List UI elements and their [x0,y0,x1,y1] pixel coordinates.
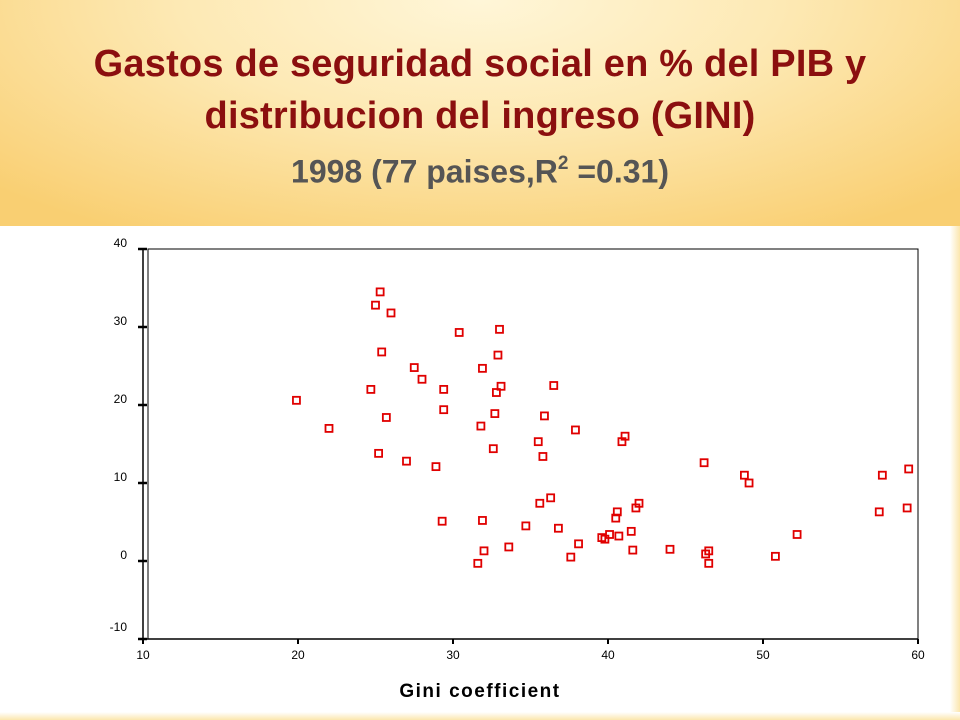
data-point [874,507,884,517]
data-point [381,413,391,422]
data-point [792,530,802,539]
data-point [386,308,396,318]
subtitle-superscript: 2 [557,153,569,174]
data-point [478,363,487,373]
data-point [574,539,583,549]
data-point [490,409,500,418]
data-point [437,516,447,526]
data-point [744,478,754,488]
data-point [877,470,887,480]
y-tick-label: -10 [110,620,128,634]
data-point [496,381,506,391]
data-point [535,498,545,508]
data-point [546,493,556,503]
x-tick-label: 20 [291,648,305,662]
data-point [431,462,441,472]
data-point [665,544,675,554]
subtitle-main: 1998 (77 paises,R [291,153,558,190]
slide-subtitle: 1998 (77 paises,R2 =0.31) [0,146,960,192]
slide-title-line-1: Gastos de seguridad social en % del PIB … [93,43,867,85]
data-point [614,531,624,541]
title-banner: Gastos de seguridad social en % del PIB … [0,0,960,226]
data-point [488,444,498,454]
data-point [478,516,487,525]
data-point [454,328,464,337]
y-tick-label: 20 [114,392,128,406]
data-point [292,395,301,405]
data-point [626,526,636,536]
data-point [620,431,630,441]
data-point [402,456,411,466]
data-point [374,448,384,458]
y-tick-label: 30 [114,314,128,328]
slide-title: Gastos de seguridad social en % del PIB … [0,38,960,142]
data-point [904,464,914,474]
data-point [554,523,563,533]
x-axis-ticks: 10 20 30 40 50 60 [136,639,925,662]
x-tick-label: 50 [756,648,770,662]
data-point [439,384,449,394]
data-point [476,421,486,431]
decorative-right-edge [950,226,960,720]
data-point [699,458,709,468]
data-point [417,374,427,384]
subtitle-end: =0.31) [568,153,669,190]
x-tick-label: 60 [911,648,925,662]
y-axis-ticks: -10 0 10 20 30 40 [110,236,147,641]
data-point [902,503,912,513]
data-point [704,546,714,556]
x-tick-label: 30 [446,648,460,662]
data-point [473,558,483,568]
data-point [533,437,543,447]
data-point [375,287,385,297]
data-point [366,384,376,394]
data-point [409,363,419,372]
data-points [292,287,914,568]
x-tick-label: 10 [136,648,150,662]
data-point [377,347,387,357]
data-point [324,423,334,433]
data-point [495,324,504,334]
y-tick-label: 10 [114,470,128,484]
data-point [493,350,503,360]
data-point [479,546,489,556]
plot-area-frame [147,248,919,640]
data-point [371,300,380,310]
data-point [771,551,780,561]
x-tick-label: 40 [601,648,615,662]
data-point [605,530,614,539]
data-point [571,425,580,435]
slide-title-line-2: distribucion del ingreso (GINI) [204,95,756,137]
data-point [439,405,449,415]
data-point [740,470,749,480]
data-point [566,552,576,562]
data-point [538,452,548,461]
data-point [549,381,559,390]
data-point [628,545,638,555]
data-point [504,542,514,552]
data-point [600,534,610,544]
decorative-bottom-edge [0,712,960,720]
y-tick-label: 40 [114,236,128,250]
y-tick-label: 0 [120,548,127,562]
data-point [704,558,714,568]
data-point [491,388,501,397]
x-axis-title: Gini coefficient [399,681,560,702]
data-point [521,521,531,531]
data-point [540,411,549,421]
data-point [634,498,644,508]
data-point [612,507,622,517]
